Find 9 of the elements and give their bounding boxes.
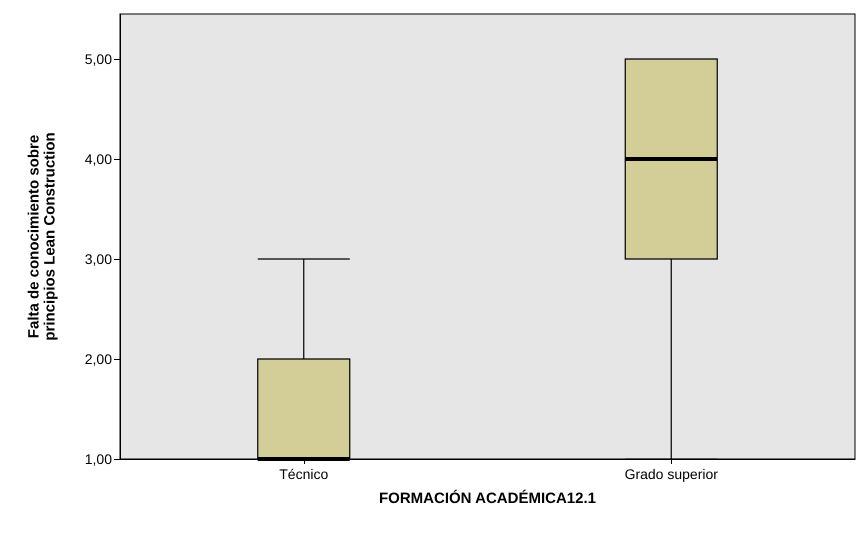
y-tick-label: 4,00: [84, 151, 112, 167]
y-tick-label: 2,00: [84, 351, 112, 367]
y-tick-label: 5,00: [84, 51, 112, 67]
x-tick-label: Técnico: [279, 466, 328, 482]
y-axis-title: Falta de conocimiento sobre principios Lean Construction: [26, 132, 58, 341]
x-axis-title: FORMACIÓN ACADÉMICA12.1: [379, 489, 596, 507]
y-tick-label: 1,00: [84, 451, 112, 467]
x-tick-label: Grado superior: [624, 466, 718, 482]
y-tick-label: 3,00: [84, 251, 112, 267]
